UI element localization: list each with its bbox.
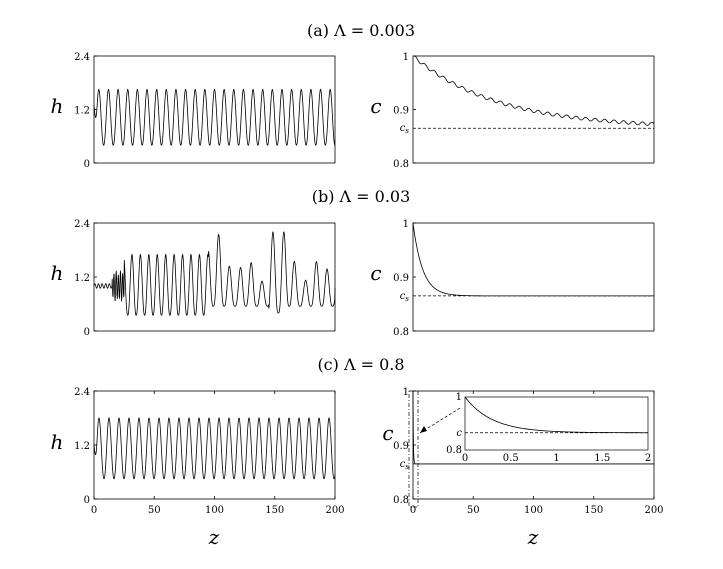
axis-label-h-a: h [51,94,64,118]
inset-x-tick-label: 0.5 [503,453,519,464]
y-tick-label-c-c: 1 [403,387,409,398]
y-tick-label-c-c: 0.8 [393,495,409,506]
y-tick-label-b-c: 0.9 [393,273,409,284]
axis-label-h-b: h [51,261,64,285]
x-tick-label-c-c: 150 [584,505,603,516]
inset-x-tick-label: 1 [553,453,559,464]
panel-title-c: (c) Λ = 0.8 [317,355,404,374]
chart-panels: 01.22.40.80.91cs01.22.40.80.91cs01.22.40… [74,52,663,516]
panel-c-c: 0.8 0.9 1 0 50 100 150 200 cs 0 0.5 1 1.5 2 0.8 1 c [393,387,663,516]
y-tick-label-b-c: 1 [403,219,409,230]
series-line-c-h [93,417,336,480]
axis-label-z-left: z [208,525,220,549]
axis-label-c-c: c [382,421,393,445]
x-tick-label-c-h: 200 [325,505,344,516]
panel-b-h: 0 1.2 2.4 [74,219,336,338]
series-line-c-c [412,390,654,465]
y-tick-label-c-h: 0 [84,495,90,506]
y-tick-label-a-c: 0.8 [393,159,409,170]
series-line-b-h [93,231,336,316]
inset-cs-label: c [456,428,462,439]
cs-label-b-c: cs [400,291,410,303]
cs-label-c-c: cs [400,459,410,471]
inset-frame [464,396,649,451]
axis-label-c-a: c [370,94,381,118]
panel-a-c: 0.8 0.9 1 cs [393,52,655,170]
y-tick-label-b-h: 2.4 [74,219,90,230]
plot-frame-a-c [412,55,655,164]
y-tick-label-c-h: 1.2 [74,441,90,452]
panel-b-c: 0.8 0.9 1 cs [393,219,655,338]
y-tick-label-c-c: 0.9 [393,441,409,452]
x-tick-label-c-h: 150 [265,505,284,516]
plot-frame-c-h [93,390,336,500]
series-line-b-c [412,222,654,297]
inset-x-tick-label: 0 [462,453,468,464]
zoom-arrow [419,407,461,434]
panel-c-h: 0 1.2 2.4 0 50 100 150 200 [74,387,344,516]
plot-frame-b-c [412,222,655,332]
x-tick-label-c-c: 50 [467,505,480,516]
inset-y-tick-label: 0.8 [446,445,462,456]
zoom-region-box [408,390,419,508]
inset-y-tick-label: 1 [456,392,462,403]
x-tick-label-c-c: 0 [410,505,416,516]
cs-label-a-c: cs [400,123,410,135]
axis-label-z-right: z [527,525,539,549]
inset-x-tick-label: 2 [645,453,651,464]
axis-label-c-b: c [370,261,381,285]
x-tick-label-c-c: 100 [524,505,543,516]
y-tick-label-a-h: 1.2 [74,106,90,117]
x-tick-label-c-h: 50 [148,505,161,516]
y-tick-label-a-c: 0.9 [393,106,409,117]
x-tick-label-c-c: 200 [644,505,663,516]
inset-x-tick-label: 1.5 [594,453,610,464]
y-tick-label-a-c: 1 [403,52,409,63]
panel-title-a: (a) Λ = 0.003 [307,21,415,40]
y-tick-label-c-h: 2.4 [74,387,90,398]
series-line-a-c [412,55,655,126]
panel-a-h: 0 1.2 2.4 [74,52,336,170]
x-tick-label-c-h: 100 [205,505,224,516]
panel-title-b: (b) Λ = 0.03 [312,187,411,206]
y-tick-label-b-h: 1.2 [74,273,90,284]
y-tick-label-b-c: 0.8 [393,327,409,338]
y-tick-label-b-h: 0 [84,327,90,338]
x-tick-label-c-h: 0 [91,505,97,516]
series-line-a-h [93,88,336,146]
y-tick-label-a-h: 2.4 [74,52,90,63]
plot-frame-a-h [93,55,336,164]
inset-series-line [464,396,648,434]
zoom-arrow-head [420,426,427,433]
y-tick-label-a-h: 0 [84,159,90,170]
axis-label-h-c: h [51,430,64,454]
